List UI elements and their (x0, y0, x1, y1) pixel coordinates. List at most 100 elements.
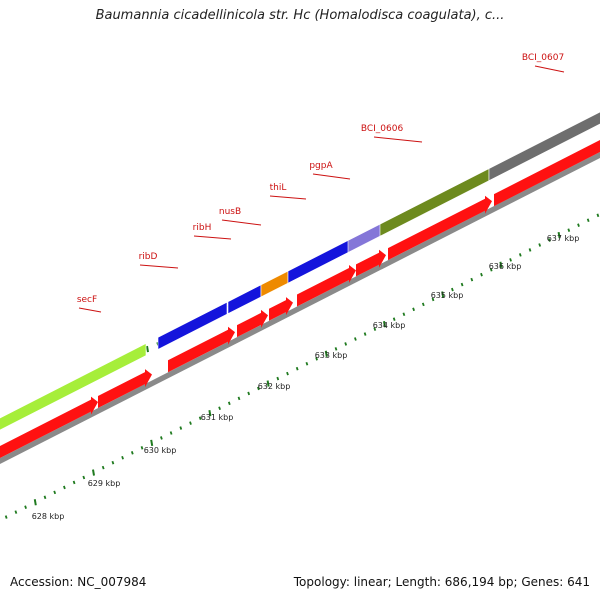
cds-arrow (388, 195, 492, 261)
cds-arrow (168, 326, 235, 373)
scale-label: 630 kbp (144, 446, 177, 455)
tick-mark (567, 228, 571, 232)
gene-pgpA (347, 222, 383, 253)
cds-track (0, 140, 600, 459)
tick-mark (344, 342, 348, 346)
leader-line (373, 136, 423, 143)
tick-mark (140, 446, 144, 450)
tick-mark (208, 410, 212, 417)
tick-mark (121, 455, 124, 460)
cds-arrow (237, 309, 268, 338)
tick-mark (441, 291, 445, 298)
gene-labels: secF ribD ribH nusB thiL pgpA BCI_0606 BCI_0607 (77, 53, 565, 313)
scale-label: 631 kbp (201, 413, 234, 422)
scale-labels: 628 kbp 629 kbp 630 kbp 631 kbp 632 kbp 633 k… (32, 234, 580, 521)
gene-label: nusB (219, 207, 241, 217)
tick-mark (179, 426, 183, 430)
tick-mark (402, 312, 406, 317)
tick-mark (218, 406, 221, 411)
tick-mark (286, 371, 289, 376)
gene-label: ribD (139, 252, 158, 262)
scale-label: 634 kbp (373, 321, 406, 330)
cds-arrow (269, 297, 293, 321)
tick-mark (489, 267, 493, 272)
tick-mark (53, 490, 57, 495)
tick-mark (596, 213, 600, 218)
tick-mark (392, 317, 396, 321)
tick-mark (509, 258, 512, 262)
leader-line (193, 235, 232, 240)
tick-mark (315, 357, 318, 361)
backbone-line (0, 151, 600, 465)
tick-mark (548, 238, 551, 242)
gene-secF (0, 343, 147, 431)
gene-nusB (260, 270, 289, 298)
tick-mark (586, 218, 590, 223)
tick-mark (82, 475, 86, 480)
tick-mark (499, 261, 503, 268)
gene-ribH (227, 284, 262, 315)
tick-mark (130, 450, 134, 455)
tick-mark (247, 391, 251, 396)
tick-mark (518, 253, 522, 257)
cds-arrow (297, 265, 356, 307)
scale-label: 636 kbp (489, 262, 522, 271)
tick-mark (383, 320, 386, 328)
cds-arrow (356, 249, 386, 277)
lower-tick-row (4, 213, 600, 519)
scale-label: 637 kbp (547, 234, 580, 243)
cds-arrow (494, 140, 600, 207)
tick-mark (4, 515, 8, 519)
gene-label: BCI_0607 (522, 53, 564, 63)
tick-mark (72, 480, 76, 485)
cds-arrow (98, 369, 152, 408)
tick-mark (373, 327, 377, 331)
tick-mark (276, 376, 280, 381)
backbone (0, 151, 600, 465)
tick-mark (354, 337, 357, 341)
tick-mark (150, 439, 154, 447)
scale-label: 628 kbp (32, 512, 65, 521)
genome-summary: Topology: linear; Length: 686,194 bp; Ge… (293, 575, 590, 589)
tick-mark (295, 366, 299, 371)
tick-mark (412, 307, 415, 312)
tick-mark (577, 223, 580, 228)
tick-mark (24, 505, 27, 509)
leader-line (534, 65, 565, 73)
tick-mark (146, 345, 149, 353)
scale-label: 632 kbp (258, 382, 291, 391)
tick-mark (470, 277, 474, 282)
tick-mark (160, 436, 163, 440)
tick-mark (92, 469, 95, 476)
tick-mark (227, 401, 231, 406)
gene-BCI_0607 (488, 111, 600, 182)
gene-label: ribH (193, 223, 212, 233)
scale-label: 635 kbp (431, 291, 464, 300)
tick-mark (33, 499, 37, 506)
scale-label: 629 kbp (88, 479, 121, 488)
tick-mark (257, 386, 260, 391)
tick-mark (528, 248, 532, 252)
tick-mark (169, 431, 173, 435)
tick-mark (237, 396, 241, 401)
tick-mark (198, 416, 202, 420)
tick-mark (334, 347, 338, 351)
gene-ribD (157, 301, 228, 350)
tick-mark (451, 287, 454, 292)
tick-mark (431, 297, 435, 302)
gene-label: secF (77, 295, 97, 305)
cds-arrow (0, 396, 98, 459)
map-title: Baumannia cicadellinicola str. Hc (Homal… (95, 8, 505, 23)
tick-mark (111, 460, 115, 465)
tick-mark (266, 380, 270, 387)
tick-mark (480, 272, 483, 277)
tick-mark (363, 332, 367, 336)
tick-mark (63, 485, 66, 490)
scale-label: 633 kbp (315, 351, 348, 360)
tick-mark (101, 465, 105, 470)
tick-mark (324, 350, 328, 358)
tick-mark (538, 243, 542, 247)
tick-mark (460, 282, 464, 287)
gene-label: BCI_0606 (361, 124, 404, 134)
